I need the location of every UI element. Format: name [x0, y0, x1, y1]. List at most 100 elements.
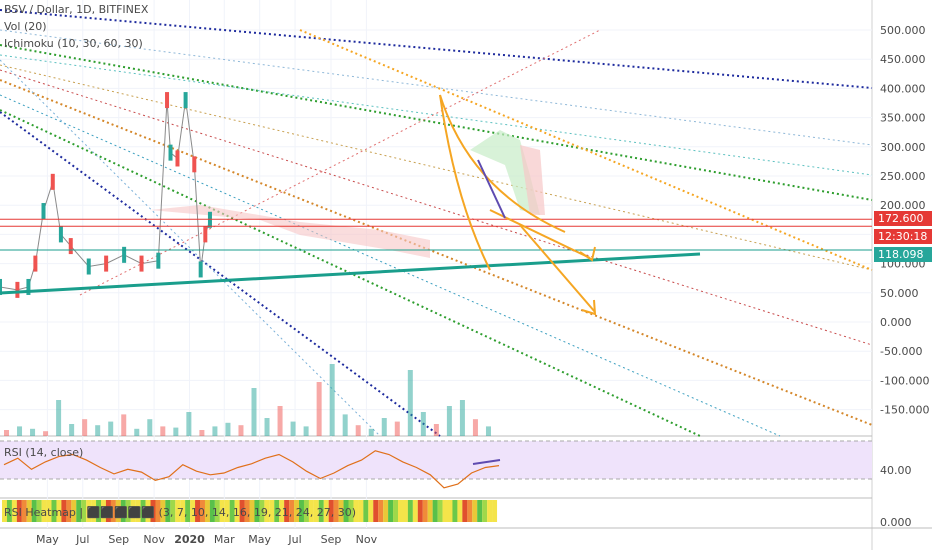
- heatmap-cell: [402, 500, 408, 522]
- heatmap-cell: [36, 500, 42, 522]
- heatmap-cell: [125, 500, 131, 522]
- arrow-line: [519, 224, 596, 313]
- heatmap-cell: [214, 500, 220, 522]
- volume-bar: [446, 406, 452, 436]
- volume-bar: [459, 400, 465, 436]
- rsi-line: [3, 450, 500, 489]
- heatmap-cell: [101, 500, 106, 522]
- x-tick-label: 2020: [174, 533, 205, 546]
- time-axis[interactable]: May Jul Sep Nov 2020 Mar May Jul Sep Nov: [36, 533, 378, 546]
- price-axis[interactable]: 500.000 450.000 400.000 350.000 300.000 250.0…: [880, 24, 929, 529]
- heatmap-cell: [457, 500, 463, 522]
- volume-bar: [368, 428, 374, 436]
- heatmap-cell: [417, 500, 423, 522]
- arrow-head: [579, 246, 596, 262]
- drawing-annotations: [0, 94, 872, 316]
- volume-bar: [433, 424, 439, 436]
- heatmap-cell: [378, 500, 384, 522]
- y-tick-label: 50.000: [880, 287, 919, 300]
- ichimoku-legend[interactable]: Ichimoku (10, 30, 60, 30): [4, 37, 143, 50]
- heatmap-cell: [313, 500, 319, 522]
- price-candle: [165, 92, 170, 109]
- y-tick-label: 250.000: [880, 170, 926, 183]
- heatmap-cell: [259, 500, 265, 522]
- heatmap-cell: [165, 500, 171, 522]
- heatmap-cell: [204, 500, 210, 522]
- heatmap-cell: [388, 500, 394, 522]
- heatmap-cell: [274, 500, 280, 522]
- heatmap-cell: [482, 500, 488, 522]
- heatmap-cell: [299, 500, 304, 522]
- price-candle: [50, 173, 55, 190]
- heatmap-cell: [2, 500, 7, 522]
- x-tick-label: Sep: [321, 533, 342, 546]
- fib-fan-line: [0, 9, 873, 89]
- volume-bar: [186, 412, 192, 436]
- arc-curve: [439, 94, 491, 271]
- heatmap-cell: [279, 500, 285, 522]
- rsi-heatmap-pane: [2, 500, 498, 522]
- purple-line: [477, 159, 506, 219]
- heatmap-cell: [432, 500, 438, 522]
- heatmap-tick-label: 0.000: [880, 516, 912, 529]
- heatmap-cell: [462, 500, 468, 522]
- heatmap-cell: [81, 500, 87, 522]
- heatmap-cell: [51, 500, 57, 522]
- volume-bar: [472, 419, 478, 436]
- volume-bar: [316, 382, 322, 436]
- y-tick-label: 350.000: [880, 112, 926, 125]
- heatmap-cell: [170, 500, 176, 522]
- heatmap-cell: [407, 500, 413, 522]
- price-candle: [41, 203, 46, 220]
- price-candle: [203, 226, 208, 243]
- x-tick-label: Jul: [75, 533, 89, 546]
- heatmap-cell: [452, 500, 458, 522]
- volume-bar: [82, 419, 88, 436]
- volume-bar: [69, 424, 75, 436]
- volume-bar: [342, 414, 348, 436]
- heatmap-cell: [437, 500, 443, 522]
- heatmap-cell: [239, 500, 245, 522]
- heatmap-cell: [477, 500, 483, 522]
- heatmap-cell: [150, 500, 156, 522]
- heatmap-cell: [269, 500, 275, 522]
- heatmap-cell: [398, 500, 403, 522]
- volume-bar: [277, 406, 283, 436]
- ichimoku-cloud-red: [150, 205, 430, 258]
- heatmap-cell: [472, 500, 478, 522]
- volume-bar: [225, 422, 231, 436]
- heatmap-cell: [467, 500, 473, 522]
- last-price-tag: 172.600: [874, 211, 932, 226]
- heatmap-cell: [234, 500, 240, 522]
- price-candle: [192, 156, 197, 173]
- price-candle: [58, 226, 63, 243]
- price-candle: [86, 258, 91, 275]
- price-candle: [0, 278, 2, 295]
- fib-fan-lines: [0, 9, 873, 437]
- heatmap-cell: [308, 500, 314, 522]
- volume-bar: [160, 426, 166, 436]
- arrow-head: [581, 299, 597, 316]
- heatmap-cell: [145, 500, 151, 522]
- rsi-legend[interactable]: RSI (14, close): [4, 446, 84, 459]
- heatmap-cell: [412, 500, 418, 522]
- heatmap-cell: [190, 500, 196, 522]
- volume-bar: [485, 426, 491, 436]
- fib-fan-line: [79, 29, 601, 296]
- support-trend-line: [0, 252, 701, 295]
- y-tick-label: 300.000: [880, 141, 926, 154]
- heatmap-cell: [363, 500, 369, 522]
- heatmap-cell: [338, 500, 344, 522]
- price-candle: [156, 252, 161, 269]
- volume-legend[interactable]: Vol (20): [4, 20, 47, 33]
- symbol-legend[interactable]: BSV / Dollar, 1D, BITFINEX: [4, 3, 149, 16]
- volume-bar: [290, 421, 296, 436]
- heatmap-cell: [264, 500, 270, 522]
- y-tick-label: -150.000: [880, 404, 929, 417]
- rsi-heatmap-legend[interactable]: RSI Heatmap | ⬛⬛⬛⬛⬛ (3, 7, 10, 14, 16, 1…: [4, 506, 357, 519]
- heatmap-cell: [41, 500, 47, 522]
- heatmap-cell: [383, 500, 389, 522]
- heatmap-cell: [393, 500, 399, 522]
